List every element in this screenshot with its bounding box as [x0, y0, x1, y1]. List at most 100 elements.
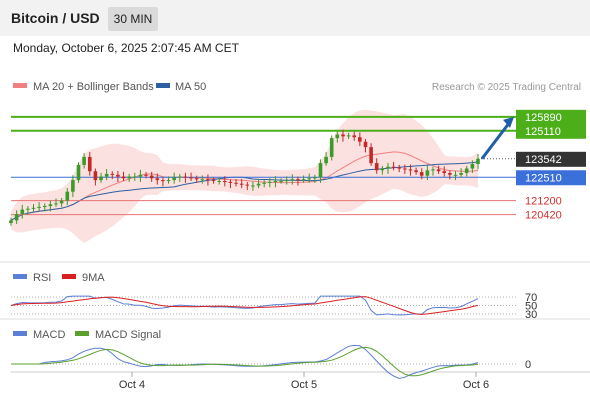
candle-body — [172, 177, 176, 181]
candle-body — [296, 179, 300, 181]
candle-body — [228, 181, 233, 183]
candle-body — [121, 176, 126, 179]
candle-body — [453, 174, 458, 176]
candle-body — [189, 177, 193, 179]
candle-body — [352, 135, 356, 138]
candle-body — [279, 181, 283, 182]
rsi-level-label-70: 70 — [525, 292, 537, 304]
candle-body — [268, 181, 272, 183]
candle-body — [459, 173, 463, 175]
candle-body — [116, 174, 120, 177]
candle-body — [476, 158, 480, 164]
level-label-125890: 125890 — [525, 112, 562, 124]
candle-body — [464, 168, 469, 173]
candle-body — [26, 208, 30, 210]
candle-body — [194, 178, 199, 180]
rsi-level-label-30: 30 — [525, 309, 537, 321]
candle-body — [144, 174, 148, 176]
level-label-122510: 122510 — [525, 172, 562, 184]
candle-body — [358, 137, 362, 142]
legend-label-rsi: RSI — [33, 272, 51, 284]
candle-body — [436, 169, 441, 172]
candle-body — [48, 204, 53, 207]
level-label-123542: 123542 — [525, 154, 562, 166]
candle-body — [166, 180, 171, 182]
candle-body — [448, 173, 452, 175]
level-label-120420: 120420 — [525, 210, 562, 222]
level-label-125110: 125110 — [525, 126, 561, 138]
candle-body — [211, 180, 216, 182]
candle-body — [110, 173, 115, 175]
candle-body — [37, 206, 41, 208]
macd-line — [11, 344, 479, 380]
candle-body — [239, 183, 244, 185]
candle-body — [234, 182, 238, 184]
symbol-title: Bitcoin / USD — [11, 10, 100, 26]
forecast-arrow-line — [480, 120, 512, 160]
candle-body — [59, 200, 64, 204]
candle-body — [391, 166, 396, 168]
candle-body — [99, 176, 103, 181]
candle-body — [31, 207, 36, 209]
candle-body — [256, 183, 261, 186]
macd-signal-line — [11, 346, 479, 377]
candle-body — [403, 168, 407, 170]
ma20-line — [10, 151, 479, 221]
candle-body — [414, 170, 418, 173]
legend-swatch-ma20 — [13, 83, 27, 88]
candle-body — [313, 177, 317, 179]
chart-date: Monday, October 6, 2025 2:07:45 AM CET — [13, 41, 239, 55]
candle-body — [104, 173, 109, 177]
candle-body — [341, 134, 345, 137]
candle-body — [161, 180, 165, 182]
timeframe-badge[interactable]: 30 MIN — [108, 7, 158, 31]
candle-body — [76, 164, 81, 181]
candle-body — [71, 180, 75, 192]
legend-swatch-9ma — [62, 274, 76, 279]
candle-body — [138, 174, 143, 177]
candle-body — [251, 185, 255, 187]
candle-body — [386, 166, 390, 169]
x-tick-label: Oct 6 — [463, 379, 489, 391]
candle-body — [43, 206, 47, 207]
candle-body — [329, 138, 334, 157]
candle-body — [127, 176, 131, 179]
candle-body — [397, 167, 401, 169]
candle-body — [431, 169, 435, 171]
chart-header: Bitcoin / USD 30 MIN — [0, 0, 590, 36]
candle-body — [324, 156, 328, 164]
candle-body — [335, 134, 340, 139]
candle-body — [206, 179, 210, 181]
level-tag-122510 — [516, 170, 586, 186]
legend-label-ma50: MA 50 — [175, 81, 206, 93]
candle-body — [307, 178, 311, 180]
candle-body — [65, 191, 70, 201]
candle-body — [133, 176, 137, 178]
candle-body — [318, 163, 323, 178]
level-tag-125890 — [516, 109, 586, 125]
candle-body — [245, 184, 250, 186]
candle-body — [54, 203, 58, 205]
candle-body — [217, 181, 221, 182]
level-label-121200: 121200 — [525, 196, 562, 208]
candle-body — [442, 171, 446, 173]
rsi-line — [10, 295, 479, 316]
candle-body — [301, 179, 306, 181]
x-tick-label: Oct 5 — [291, 379, 317, 391]
legend-swatch-macd — [13, 331, 27, 336]
candle-body — [380, 168, 385, 171]
candle-body — [470, 164, 475, 169]
level-tag-123542 — [516, 151, 586, 167]
candle-body — [183, 176, 188, 178]
bollinger-band — [11, 109, 478, 243]
legend-swatch-macd-signal — [75, 331, 89, 336]
legend-label-9ma: 9MA — [82, 272, 105, 284]
candle-body — [223, 181, 227, 182]
candle-body — [155, 178, 160, 181]
candle-body — [200, 179, 205, 181]
macd-zero-label: 0 — [525, 359, 531, 371]
candle-body — [346, 135, 351, 137]
candle-body — [20, 209, 25, 215]
rsi-ma-line — [10, 296, 479, 315]
